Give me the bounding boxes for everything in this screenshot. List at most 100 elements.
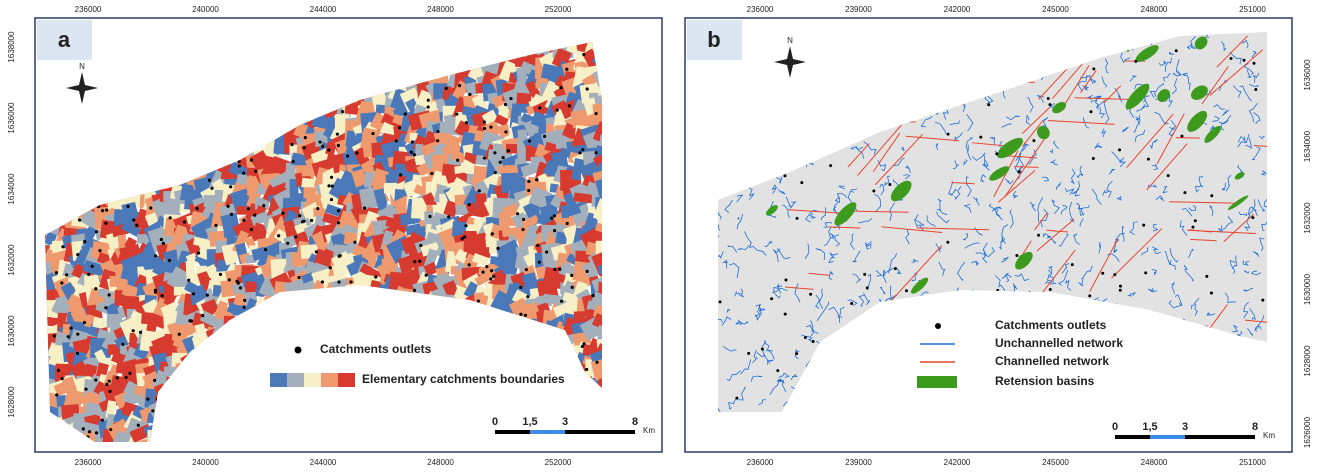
- outlet: [494, 171, 497, 174]
- outlet: [76, 333, 79, 336]
- outlet: [430, 172, 433, 175]
- outlet: [104, 222, 107, 225]
- outlet: [69, 326, 72, 329]
- outlet: [1119, 289, 1122, 292]
- outlet: [478, 189, 481, 192]
- outlet: [594, 151, 597, 154]
- outlet: [82, 427, 85, 430]
- outlet: [228, 278, 231, 281]
- outlet: [427, 105, 430, 108]
- outlet: [550, 217, 553, 220]
- figure: aN23600023600024000024000024400024400024…: [0, 0, 1319, 472]
- outlet: [337, 144, 340, 147]
- outlet: [277, 234, 280, 237]
- x-tick-label: 236000: [75, 5, 102, 14]
- outlet: [160, 238, 163, 241]
- outlet: [1167, 174, 1170, 177]
- outlet: [337, 280, 340, 283]
- outlet: [1048, 103, 1051, 106]
- outlet: [116, 376, 119, 379]
- outlet: [468, 203, 471, 206]
- outlet: [128, 372, 131, 375]
- outlet: [239, 286, 242, 289]
- outlet: [796, 217, 799, 220]
- outlet: [109, 428, 112, 431]
- legend-symbol: [338, 373, 355, 387]
- x-tick-label: 236000: [747, 5, 774, 14]
- x-tick-label: 239000: [845, 458, 872, 467]
- outlet: [829, 164, 832, 167]
- outlet: [1134, 60, 1137, 63]
- outlet: [303, 146, 306, 149]
- outlet: [1147, 158, 1150, 161]
- outlet: [578, 151, 581, 154]
- outlet: [524, 314, 527, 317]
- outlet: [496, 247, 499, 250]
- outlet: [208, 179, 211, 182]
- outlet: [60, 377, 63, 380]
- scale-label: 3: [1182, 421, 1188, 433]
- outlet: [76, 352, 79, 355]
- outlet: [304, 136, 307, 139]
- north-label: N: [787, 36, 793, 45]
- scale-bar: [530, 430, 565, 434]
- outlet: [298, 214, 301, 217]
- outlet: [946, 241, 949, 244]
- outlet: [108, 293, 111, 296]
- outlet: [137, 424, 140, 427]
- outlet: [55, 271, 58, 274]
- outlet: [101, 419, 104, 422]
- outlet: [455, 112, 458, 115]
- outlet: [337, 221, 340, 224]
- y-tick-label: 1626000: [1303, 416, 1312, 448]
- outlet: [206, 294, 209, 297]
- outlet: [464, 224, 467, 227]
- legend-symbol: [917, 376, 957, 388]
- outlet: [504, 130, 507, 133]
- outlet: [105, 383, 108, 386]
- x-tick-label: 244000: [310, 458, 337, 467]
- outlet: [330, 176, 333, 179]
- scale-label: 8: [1252, 421, 1258, 433]
- outlet: [121, 343, 124, 346]
- outlet: [1049, 288, 1052, 291]
- outlet: [516, 212, 519, 215]
- outlet: [543, 135, 546, 138]
- outlet: [419, 244, 422, 247]
- outlet: [94, 287, 97, 290]
- outlet: [568, 104, 571, 107]
- outlet: [872, 189, 875, 192]
- outlet: [800, 181, 803, 184]
- legend-label: Channelled network: [995, 354, 1109, 368]
- outlet: [210, 187, 213, 190]
- outlet: [538, 106, 541, 109]
- legend-symbol: [935, 323, 941, 329]
- outlet: [101, 209, 104, 212]
- outlet: [1210, 292, 1213, 295]
- legend-label: Catchments outlets: [995, 318, 1107, 332]
- outlet: [485, 265, 488, 268]
- outlet: [1092, 67, 1095, 70]
- outlet: [1113, 273, 1116, 276]
- outlet: [770, 297, 773, 300]
- outlet: [178, 333, 181, 336]
- outlet: [337, 209, 340, 212]
- outlet: [979, 136, 982, 139]
- outlet: [321, 145, 324, 148]
- outlet: [1210, 194, 1213, 197]
- outlet: [353, 241, 356, 244]
- x-tick-label: 251000: [1239, 5, 1266, 14]
- outlet: [336, 133, 339, 136]
- x-tick-label: 240000: [192, 458, 219, 467]
- outlet: [1037, 234, 1040, 237]
- x-tick-label: 248000: [427, 458, 454, 467]
- outlet: [395, 139, 398, 142]
- outlet: [87, 273, 90, 276]
- outlet: [491, 232, 494, 235]
- scale-label: 0: [492, 416, 498, 428]
- outlet: [436, 130, 439, 133]
- outlet: [947, 133, 950, 136]
- outlet: [329, 266, 332, 269]
- x-tick-label: 244000: [310, 5, 337, 14]
- outlet: [586, 270, 589, 273]
